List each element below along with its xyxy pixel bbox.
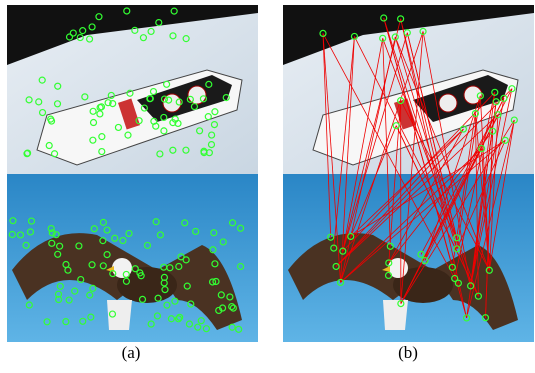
helmet: [439, 94, 457, 112]
eagle-tail: [107, 300, 132, 330]
panel-label: (a): [122, 343, 141, 362]
panel-label: (b): [398, 343, 418, 362]
figure: (a) (b): [0, 0, 535, 373]
